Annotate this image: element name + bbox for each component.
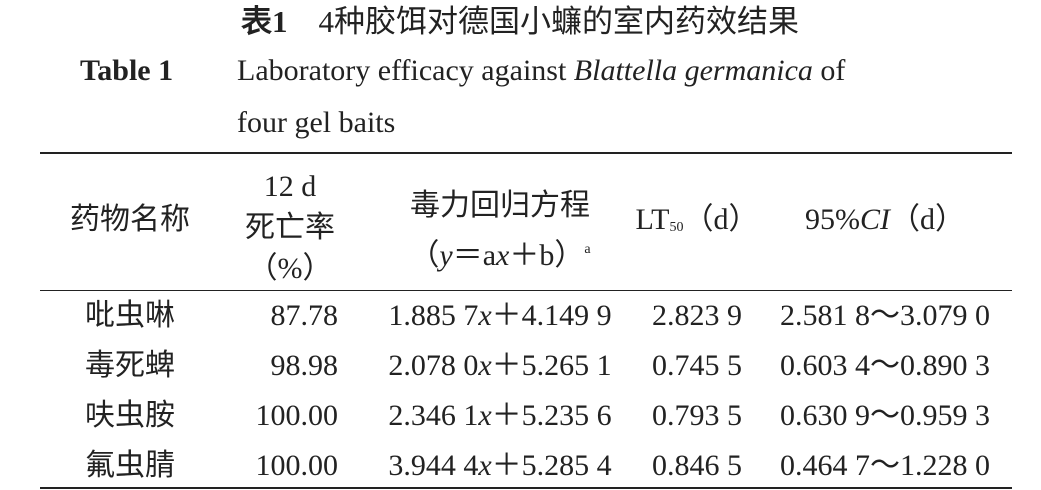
caption-after: of [820,54,846,87]
drug-name: 吡虫啉 [85,299,175,332]
lt50: 2.823 9 [652,299,742,332]
equation-part: 3.944 4 [388,449,479,482]
header-part: （ [409,239,440,272]
caption-line2: four gel baits [237,106,396,139]
mid-rule [40,290,1012,291]
title: 表1 4种胶饵对德国小蠊的室内药效结果 [241,6,799,37]
equation-part: x [478,449,492,482]
equation-part: 2.078 0 [388,349,479,382]
header: LT50（d） [636,205,759,235]
header-part: y [439,239,453,272]
header-line: （y＝ax＋b）a [409,228,590,278]
equation-part: 1.885 7 [388,299,479,332]
equation-part: ＋5.285 4 [491,449,612,482]
equation-part: x [478,399,492,432]
header-line: （%） [247,252,333,285]
header: 药物名称 [70,203,190,236]
equation-part: x [478,349,492,382]
equation: 2.078 0x＋5.265 1 [388,351,611,381]
header-part: LT [635,203,670,236]
drug-name: 毒死蜱 [85,349,175,382]
species: Blattella germanica [573,54,813,87]
confidence-interval: 2.581 8～3.079 0 [780,299,990,332]
header: 12 d 死亡率 （%） [245,166,335,289]
caption-before: Laboratory efficacy against [237,54,567,87]
caption-label: Table 1 [80,54,174,87]
title-label: 表1 [241,4,288,39]
header-part: （d） [683,203,759,236]
header-line: 毒力回归方程 [409,189,590,222]
header: 95%CI（d） [805,205,965,235]
equation-part: ＋5.265 1 [491,349,612,382]
header-part: 50 [669,220,684,235]
drug-name: 呋虫胺 [85,399,175,432]
caption-text: Laboratory efficacy against Blattella ge… [237,56,845,86]
mortality: 87.78 [270,299,339,332]
title-text: 4种胶饵对德国小蠊的室内药效结果 [318,4,800,39]
equation-part: 2.346 1 [388,399,479,432]
header-part: 95% [805,203,860,236]
header-line: 12 d [263,170,317,203]
equation-part: ＋5.235 6 [491,399,612,432]
equation: 3.944 4x＋5.285 4 [388,451,611,481]
header-part: （d） [890,203,965,236]
confidence-interval: 0.603 4～0.890 3 [780,349,990,382]
mortality: 98.98 [270,349,339,382]
drug-name: 氟虫腈 [85,449,175,482]
header-part: CI [860,203,890,236]
confidence-interval: 0.464 7～1.228 0 [780,449,990,482]
mortality: 100.00 [255,449,339,482]
lt50: 0.745 5 [652,349,742,382]
header-part: ＋b） [509,239,585,272]
top-rule [40,152,1012,154]
equation: 2.346 1x＋5.235 6 [388,401,611,431]
bottom-rule [40,487,1012,489]
equation: 1.885 7x＋4.149 9 [388,301,611,331]
equation-part: x [478,299,492,332]
header-part: x [496,239,510,272]
header: 毒力回归方程 （y＝ax＋b）a [409,184,590,278]
header-part: a [584,242,591,257]
lt50: 0.846 5 [652,449,742,482]
header-line: 死亡率 [245,211,335,244]
equation-part: ＋4.149 9 [491,299,612,332]
header-part: ＝a [452,239,497,272]
lt50: 0.793 5 [652,399,742,432]
confidence-interval: 0.630 9～0.959 3 [780,399,990,432]
mortality: 100.00 [255,399,339,432]
